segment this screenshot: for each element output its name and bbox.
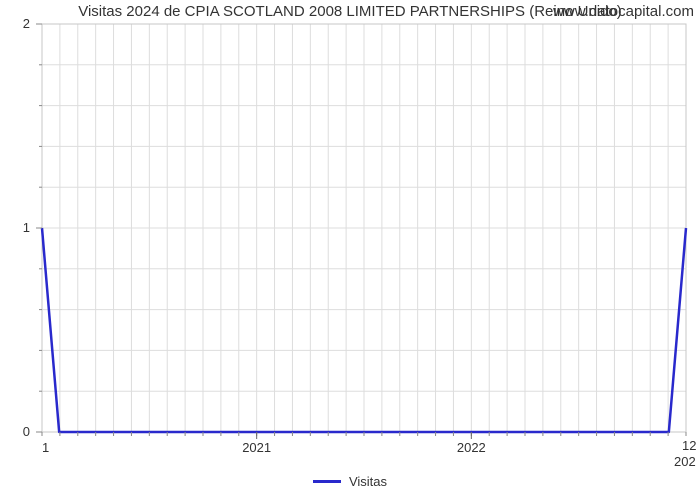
y-tick-label: 2 <box>0 16 30 31</box>
corner-left-label: 1 <box>42 440 49 455</box>
y-tick-label: 0 <box>0 424 30 439</box>
legend-swatch <box>313 480 341 483</box>
chart-svg <box>42 24 686 432</box>
x-tick-label: 2021 <box>242 440 271 455</box>
x-tick-label: 2022 <box>457 440 486 455</box>
plot-area <box>42 24 686 432</box>
watermark-text: www.datocapital.com <box>553 3 694 20</box>
corner-right-top-label: 12 <box>682 438 696 453</box>
y-tick-label: 1 <box>0 220 30 235</box>
corner-right-bottom-label: 202 <box>674 454 696 469</box>
title-text: Visitas 2024 de CPIA SCOTLAND 2008 LIMIT… <box>78 3 622 20</box>
legend: Visitas <box>0 474 700 489</box>
legend-label: Visitas <box>349 474 387 489</box>
